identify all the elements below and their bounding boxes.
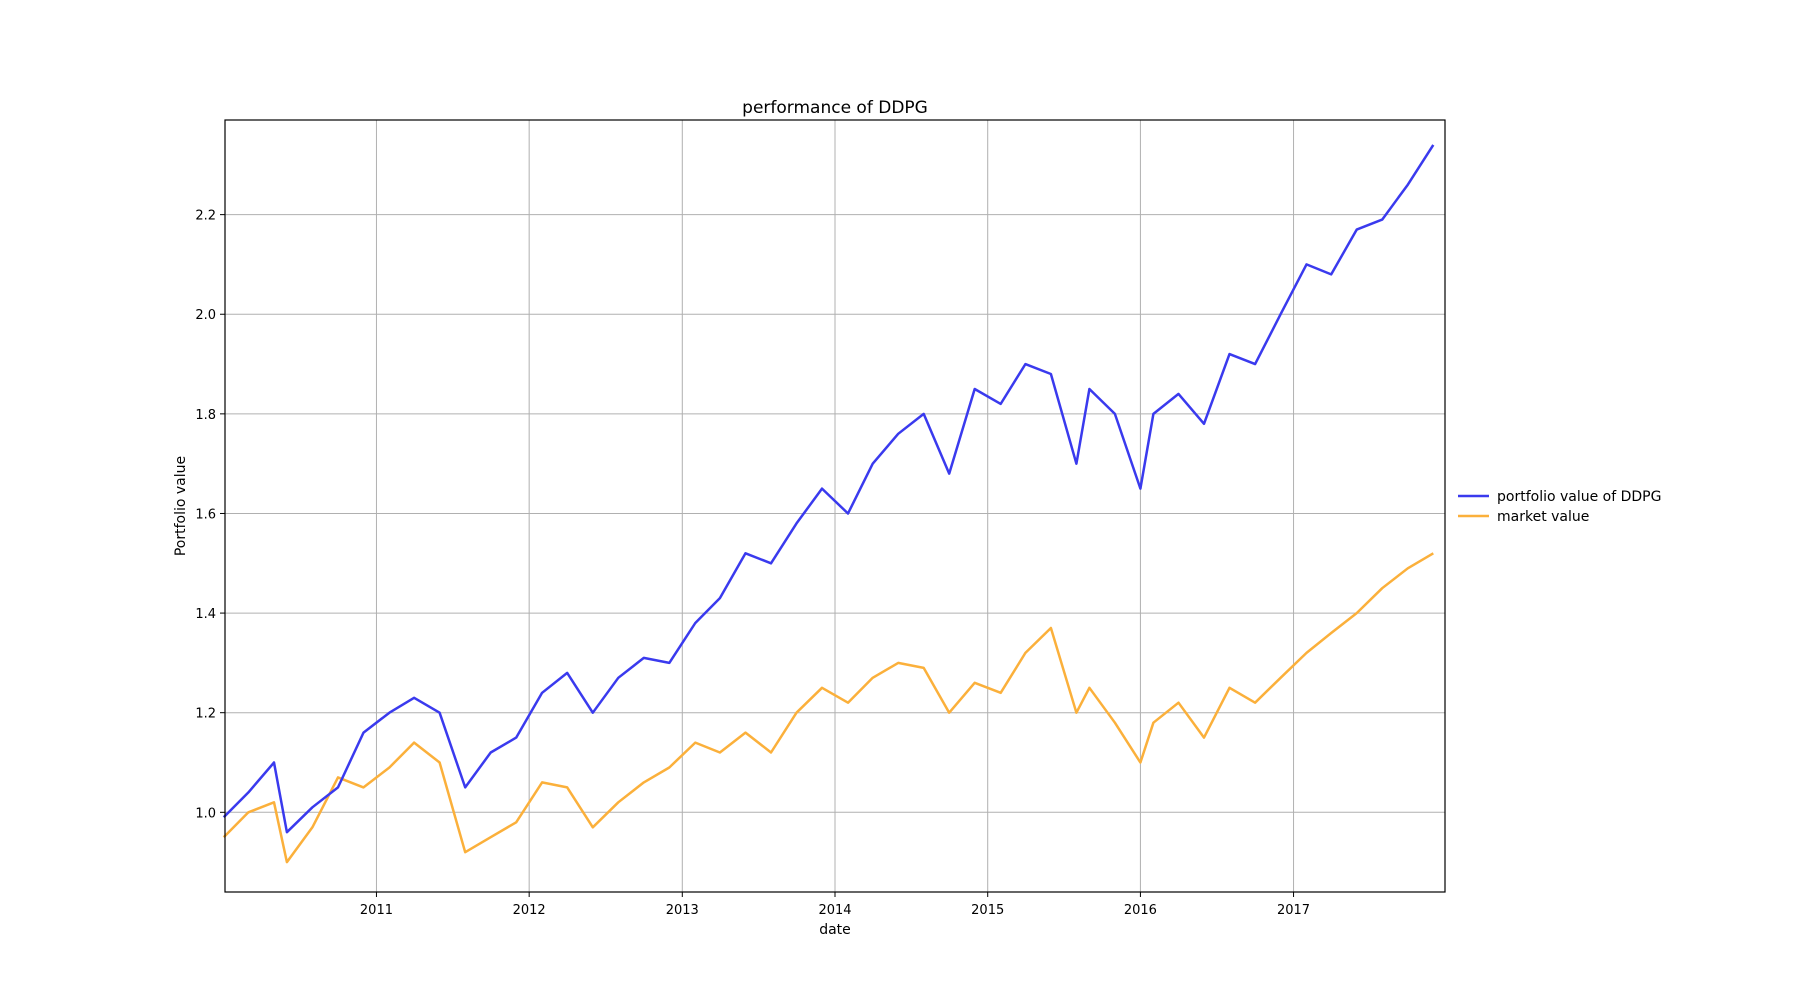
y-tick-label: 1.0: [195, 806, 216, 821]
series-line-portfolio: [222, 144, 1435, 834]
y-tick-label: 1.6: [195, 507, 216, 522]
series-layer: [222, 144, 1435, 864]
x-tick-label: 2017: [1277, 903, 1310, 918]
y-axis-label: Portfolio value: [173, 456, 189, 556]
x-tick-label: 2014: [818, 903, 851, 918]
y-tick-label: 2.2: [195, 209, 216, 224]
y-tick-label: 1.8: [195, 408, 216, 423]
legend-label-portfolio: portfolio value of DDPG: [1497, 489, 1661, 505]
x-tick-label: 2015: [971, 903, 1004, 918]
x-axis-label: date: [819, 922, 851, 938]
x-tick-label: 2011: [360, 903, 393, 918]
legend: portfolio value of DDPG market value: [1458, 489, 1661, 525]
x-tick-label: 2013: [666, 903, 699, 918]
y-gridlines: [225, 214, 1445, 813]
y-tick-label: 2.0: [195, 308, 216, 323]
x-tick-label: 2016: [1124, 903, 1157, 918]
series-line-market: [222, 552, 1434, 864]
x-tick-label: 2012: [513, 903, 546, 918]
y-tick-label: 1.4: [195, 607, 216, 622]
y-tick-label: 1.2: [195, 707, 216, 722]
legend-label-market: market value: [1497, 509, 1589, 525]
y-axis-ticks: 1.0 1.2 1.4 1.6 1.8 2.0 2.2: [195, 209, 225, 821]
x-axis-ticks: 2011 2012 2013 2014 2015 2016 2017: [360, 892, 1310, 918]
chart-title: performance of DDPG: [742, 98, 928, 118]
